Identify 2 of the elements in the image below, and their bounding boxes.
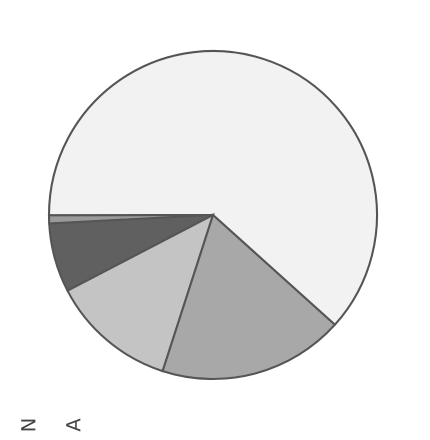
text: N: [21, 420, 36, 430]
text: A: [66, 418, 80, 432]
